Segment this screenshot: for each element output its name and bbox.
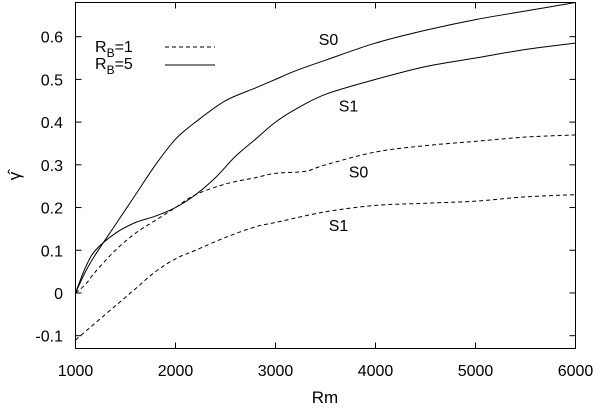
x-tick-label: 1000 <box>58 363 94 380</box>
legend-label-rb5-subscript: B <box>107 63 115 77</box>
curve-annotation-4: S1 <box>329 218 349 235</box>
x-tick-label: 4000 <box>358 363 394 380</box>
y-tick-label: 0.6 <box>41 30 63 47</box>
y-tick-label: 0.2 <box>41 201 63 218</box>
x-tick-label: 6000 <box>558 363 594 380</box>
curve-annotation-1: S0 <box>319 32 339 49</box>
y-tick-label: 0 <box>54 286 63 303</box>
x-axis-label: Rm <box>312 388 338 407</box>
y-tick-label: 0.5 <box>41 72 63 89</box>
legend-label-rb1-subscript: B <box>107 46 115 60</box>
y-tick-label: 0.4 <box>41 115 63 132</box>
annotation-layer: S0 S1 S0 S1 <box>319 32 369 235</box>
legend-label-rb5: RB=5 <box>95 56 133 77</box>
legend: RB=1 RB=5 <box>95 39 215 77</box>
x-tick-label: 5000 <box>458 363 494 380</box>
axis-tick-labels: 1000 2000 3000 4000 5000 6000 -0.1 0 0.1 0.2 0.3 0.… <box>35 30 593 380</box>
series-line-dashed-4 <box>75 194 576 341</box>
x-tick-label: 3000 <box>258 363 294 380</box>
x-tick-label: 2000 <box>158 363 194 380</box>
series-layer <box>75 2 576 341</box>
legend-label-rb1-base: R <box>95 39 107 56</box>
legend-label-rb5-suffix: =5 <box>115 56 133 73</box>
series-line-dashed-3 <box>75 134 576 294</box>
y-tick-label: 0.3 <box>41 158 63 175</box>
y-axis-label: γ̂ <box>5 169 24 181</box>
legend-label-rb5-base: R <box>95 56 107 73</box>
legend-label-rb1-suffix: =1 <box>115 39 133 56</box>
curve-annotation-2: S1 <box>339 98 359 115</box>
y-tick-label: 0.1 <box>41 243 63 260</box>
series-line-solid-2 <box>75 42 576 294</box>
axis-ticks <box>75 2 576 349</box>
y-tick-label: -0.1 <box>35 329 63 346</box>
legend-label-rb1: RB=1 <box>95 39 133 60</box>
series-line-solid-1 <box>75 2 576 294</box>
curve-annotation-3: S0 <box>349 165 369 182</box>
plot-frame <box>75 2 576 349</box>
